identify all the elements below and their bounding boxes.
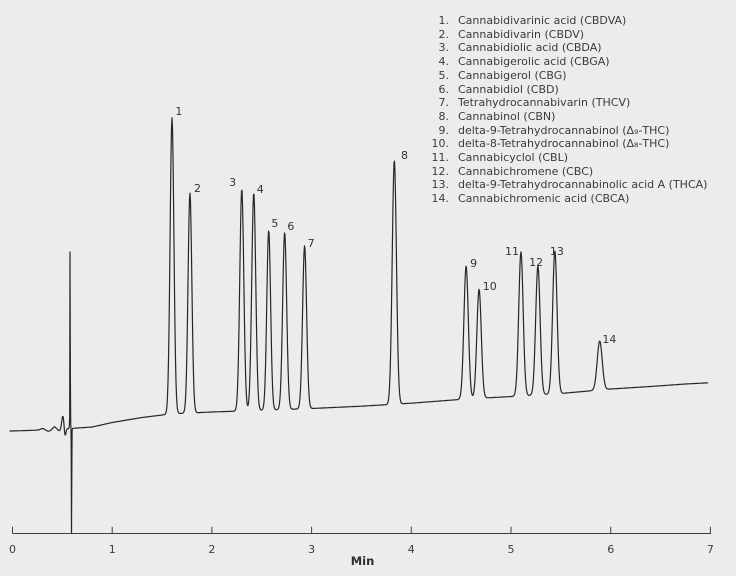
- peak-label-10: 10: [482, 280, 497, 294]
- peak-label-4: 4: [256, 182, 264, 196]
- legend-item-label: Cannabinol (CBN): [458, 109, 556, 123]
- peak-label-1: 1: [175, 104, 183, 118]
- legend-item: 2. Cannabidivarin (CBDV): [415, 28, 707, 42]
- legend-item-number: 5.: [438, 68, 450, 82]
- x-tick-label: 0: [9, 543, 16, 556]
- peak-label-3: 3: [229, 175, 237, 189]
- legend-item-label: Cannabigerolic acid (CBGA): [458, 55, 610, 69]
- peak-label-2: 2: [193, 181, 201, 195]
- legend-item-number: 2.: [438, 27, 450, 41]
- legend-item: 8. Cannabinol (CBN): [415, 110, 707, 124]
- legend-item-label: Cannabidivarinic acid (CBDVA): [458, 14, 627, 27]
- legend-item-number: 3.: [438, 41, 450, 55]
- legend-item: 13. delta-9-Tetrahydrocannabinolic acid A…: [415, 178, 708, 192]
- x-tick-label: 4: [407, 543, 415, 556]
- legend: 1. Cannabidivarinic acid (CBDVA) 2. Cannabi…: [415, 14, 708, 206]
- legend-item-label: delta-8-Tetrahydrocannabinol (Δ₈-THC): [458, 137, 670, 151]
- legend-item-label: Cannabichromene (CBC): [458, 164, 594, 178]
- legend-item-number: 8.: [438, 109, 450, 123]
- legend-item-number: 14.: [431, 192, 450, 206]
- legend-item-number: 10.: [431, 137, 450, 151]
- peak-label-13: 13: [549, 244, 564, 258]
- legend-item-label: delta-9-Tetrahydrocannabinolic acid A (T…: [458, 178, 708, 192]
- peak-label-7: 7: [307, 236, 315, 250]
- legend-item-number: 9.: [438, 123, 450, 137]
- peak-label-6: 6: [287, 220, 295, 234]
- legend-item: 10. delta-8-Tetrahydrocannabinol (Δ₈-THC): [415, 137, 707, 151]
- peak-label-5: 5: [271, 217, 279, 231]
- legend-item: 6. Cannabidiol (CBD): [415, 83, 707, 97]
- legend-item: 14. Cannabichromenic acid (CBCA): [415, 192, 707, 206]
- legend-item-number: 7.: [438, 96, 450, 110]
- trace-path: [9, 117, 709, 534]
- legend-item: 11. Cannabicyclol (CBL): [415, 151, 707, 165]
- x-tick-label: 2: [208, 543, 216, 556]
- peak-label-11: 11: [504, 245, 519, 258]
- legend-item-label: Cannabidiol (CBD): [458, 82, 559, 96]
- x-tick-label: 3: [308, 543, 316, 556]
- peak-label-12: 12: [529, 255, 544, 269]
- peak-label-14: 14: [602, 332, 617, 346]
- legend-item-label: Cannabidivarin (CBDV): [458, 27, 585, 41]
- peak-label-8: 8: [401, 149, 409, 163]
- x-tick-label: 7: [706, 543, 714, 556]
- legend-item: 3. Cannabidiolic acid (CBDA): [415, 41, 707, 55]
- peak-label-9: 9: [470, 257, 478, 270]
- legend-item-label: delta-9-Tetrahydrocannabinol (Δ₉-THC): [458, 123, 670, 137]
- legend-item-number: 12.: [431, 164, 450, 178]
- legend-item-number: 6.: [438, 82, 450, 96]
- legend-item-label: Cannabicyclol (CBL): [458, 151, 569, 165]
- legend-item-number: 1.: [438, 14, 450, 27]
- legend-item: 1. Cannabidivarinic acid (CBDVA): [415, 14, 707, 28]
- legend-item: 7. Tetrahydrocannabivarin (THCV): [415, 96, 707, 110]
- x-tick-label: 6: [607, 543, 615, 556]
- legend-item-number: 11.: [431, 151, 450, 165]
- legend-item: 12. Cannabichromene (CBC): [415, 165, 707, 179]
- legend-item: 9. delta-9-Tetrahydrocannabinol (Δ₉-THC): [415, 124, 707, 138]
- legend-item-label: Cannabichromenic acid (CBCA): [458, 192, 630, 206]
- legend-item: 4. Cannabigerolic acid (CBGA): [415, 55, 707, 69]
- legend-item-label: Tetrahydrocannabivarin (THCV): [458, 96, 631, 110]
- legend-item-label: Cannabigerol (CBG): [458, 68, 567, 82]
- legend-item-label: Cannabidiolic acid (CBDA): [458, 41, 602, 55]
- legend-item-number: 4.: [438, 55, 450, 69]
- x-tick-label: 5: [507, 543, 515, 556]
- x-tick-label: 1: [108, 543, 116, 556]
- legend-item-number: 13.: [431, 178, 450, 192]
- x-axis-title: Min: [350, 554, 375, 568]
- legend-item: 5. Cannabigerol (CBG): [415, 69, 707, 83]
